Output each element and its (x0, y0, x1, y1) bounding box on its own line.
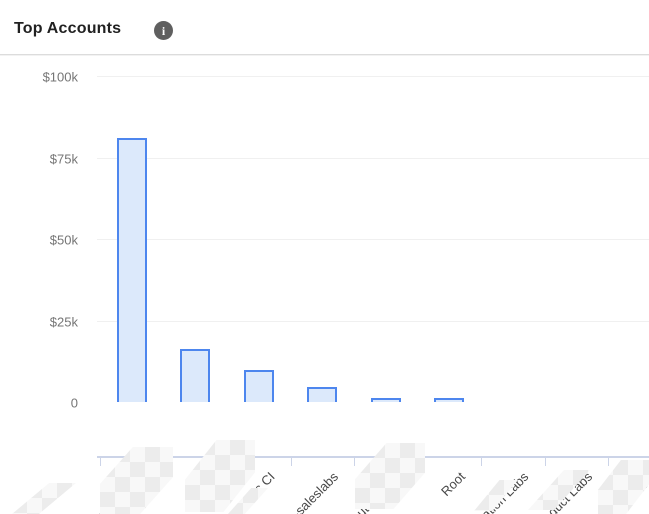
x-axis-tick (100, 458, 101, 466)
redaction-mosaic (12, 483, 76, 514)
bar-root[interactable] (434, 398, 465, 402)
x-axis-tick (481, 458, 482, 466)
redaction-mosaic (355, 443, 425, 509)
gridline (97, 320, 649, 322)
card-header: Top Accounts i (0, 0, 649, 54)
bar-production[interactable] (116, 137, 147, 402)
gridline (97, 76, 649, 77)
y-axis-tick-label: $25k (49, 314, 78, 329)
bar-c-ci[interactable] (243, 370, 274, 402)
bar-labs[interactable] (180, 348, 211, 402)
card-title: Top Accounts (14, 20, 122, 37)
redaction-mosaic (598, 460, 649, 514)
gridline (97, 239, 649, 240)
info-icon[interactable]: i (154, 21, 173, 40)
y-axis-tick-label: $50k (49, 232, 78, 248)
x-axis-line (97, 456, 649, 458)
gridline (97, 157, 649, 159)
x-axis-tick (290, 458, 292, 466)
y-axis-tick-label: $100k (42, 69, 78, 85)
x-axis-label-root: Root (437, 469, 468, 500)
bar-automation[interactable] (370, 398, 401, 402)
bar-saleslabs[interactable] (307, 387, 338, 402)
y-axis-tick-label: 0 (70, 395, 78, 411)
x-axis-tick (354, 458, 355, 466)
x-axis-tick (608, 458, 609, 466)
y-axis-tick-label: $75k (49, 151, 78, 166)
x-axis-label-saleslabs: -saleslabs (288, 469, 341, 514)
x-axis-tick (544, 458, 546, 466)
header-divider (0, 54, 649, 55)
